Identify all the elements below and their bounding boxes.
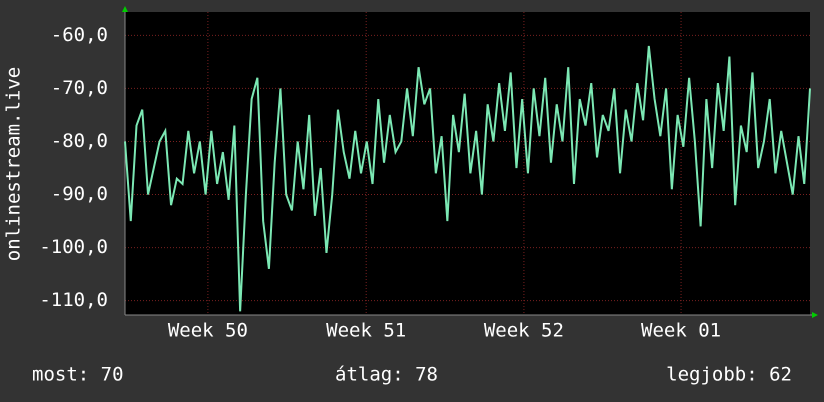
y-tick-label: -90,0 (51, 183, 108, 205)
y-tick-label: -80,0 (51, 130, 108, 152)
data-line (124, 45, 811, 312)
footer-best: legjobb: 62 (666, 364, 792, 386)
y-tick-label: -110,0 (39, 289, 108, 311)
x-tick-label: Week 52 (484, 320, 564, 342)
plot-area (125, 12, 810, 315)
y-axis-label: onlinestream.live (3, 67, 25, 261)
y-tick-label: -100,0 (39, 236, 108, 258)
x-arrow (812, 312, 818, 318)
x-tick-label: Week 51 (326, 320, 406, 342)
x-tick-label: Week 01 (641, 320, 721, 342)
y-arrow (122, 6, 128, 12)
footer-current: most: 70 (32, 364, 124, 386)
footer-average: átlag: 78 (335, 364, 438, 386)
y-tick-label: -70,0 (51, 77, 108, 99)
y-tick-label: -60,0 (51, 24, 108, 46)
x-tick-label: Week 50 (168, 320, 248, 342)
